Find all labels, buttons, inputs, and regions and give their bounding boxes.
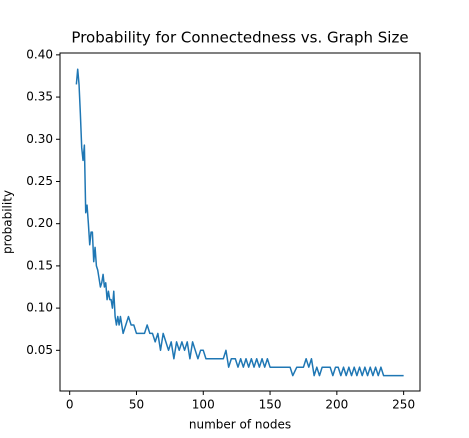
x-axis-label: number of nodes bbox=[189, 418, 291, 432]
x-tick-label: 0 bbox=[66, 398, 74, 412]
chart-title: Probability for Connectedness vs. Graph … bbox=[71, 29, 408, 47]
x-tick-label: 200 bbox=[325, 398, 348, 412]
x-tick-label: 150 bbox=[259, 398, 282, 412]
plot-frame bbox=[59, 52, 421, 392]
y-tick-label: 0.10 bbox=[26, 301, 53, 315]
line-series bbox=[75, 68, 404, 377]
x-tick-label: 250 bbox=[392, 398, 415, 412]
x-tick-label: 50 bbox=[129, 398, 144, 412]
y-tick-label: 0.15 bbox=[26, 258, 53, 272]
y-axis-label: probability bbox=[1, 190, 15, 254]
y-tick-label: 0.05 bbox=[26, 343, 53, 357]
y-tick-label: 0.40 bbox=[26, 47, 53, 61]
y-tick-label: 0.25 bbox=[26, 174, 53, 188]
y-tick-label: 0.30 bbox=[26, 132, 53, 146]
x-tick-label: 100 bbox=[192, 398, 215, 412]
y-tick-label: 0.35 bbox=[26, 90, 53, 104]
y-tick-label: 0.20 bbox=[26, 216, 53, 230]
